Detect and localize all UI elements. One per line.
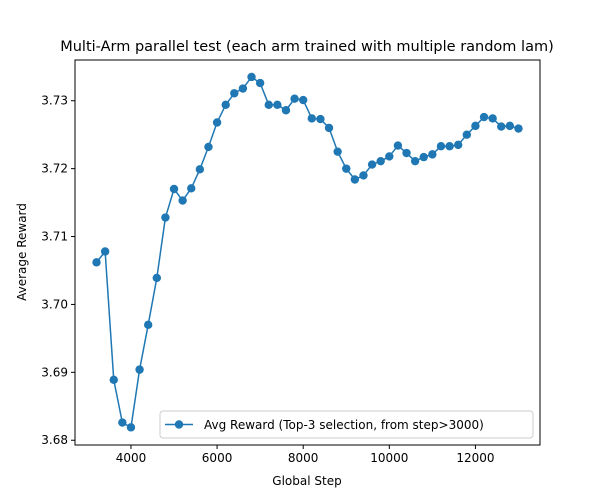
data-point [255,78,265,88]
data-point [402,148,411,158]
y-tick-label: 3.73 [41,94,68,108]
data-point [385,152,394,161]
data-point [316,114,325,124]
data-point [428,150,437,159]
y-tick-label: 3.68 [41,433,68,447]
data-point [230,89,239,98]
data-point [92,258,101,267]
data-point [307,114,317,123]
x-tick-label: 10000 [370,451,408,465]
data-point [126,423,136,432]
data-point [169,184,179,194]
legend-box [159,410,534,439]
legend: Avg Reward (Top-3 selection, from step>3… [159,410,534,439]
data-point [324,123,334,133]
data-point [497,122,506,131]
x-tick-label: 4000 [116,451,147,465]
data-point [247,72,256,82]
data-point [393,141,403,150]
data-point [359,171,368,180]
data-point [221,100,230,110]
data-point [453,140,463,150]
data-point [161,213,170,222]
data-point [514,124,523,133]
data-point [298,95,308,105]
data-point [100,247,110,256]
data-point [350,175,360,184]
x-tick-label: 6000 [202,451,233,465]
data-point [264,100,273,110]
data-point [462,130,472,139]
y-tick-label: 3.72 [41,162,68,176]
legend-marker-swatch [174,420,184,429]
data-point [281,106,291,115]
data-point [445,142,454,151]
y-tick-label: 3.69 [41,365,68,379]
x-axis: 4000 6000 8000 10000 12000 [116,445,495,465]
data-point [410,156,420,166]
data-point [505,121,515,131]
data-point [118,418,127,427]
x-tick-label: 8000 [288,451,319,465]
data-point [290,94,299,103]
data-point [212,118,222,127]
series-line [95,76,519,429]
data-point [436,142,446,151]
data-point [479,112,489,122]
data-point [135,365,144,374]
data-point [367,160,377,169]
data-point [187,184,196,193]
data-point [178,196,187,205]
y-tick-label: 3.70 [41,297,68,311]
data-point [109,375,118,385]
data-point [273,100,282,110]
chart-title: Multi-Arm parallel test (each arm traine… [60,39,554,55]
data-point [376,156,385,166]
x-tick-label: 12000 [456,451,494,465]
data-point [342,164,351,173]
y-axis-label: Average Reward [15,203,29,301]
data-point [419,152,428,162]
data-point [333,147,342,156]
data-point [152,273,162,283]
plot-frame [74,59,541,446]
data-point [195,165,205,174]
data-point [238,84,248,93]
data-point [204,142,213,152]
series-layer [92,72,523,432]
y-axis: 3.68 3.69 3.70 3.71 3.72 3.73 [41,94,75,447]
legend-label: Avg Reward (Top-3 selection, from step>3… [204,418,484,432]
data-point [471,121,480,131]
y-tick-label: 3.71 [41,230,68,244]
data-point [143,320,153,330]
data-point [488,114,497,123]
x-axis-label: Global Step [272,474,341,488]
